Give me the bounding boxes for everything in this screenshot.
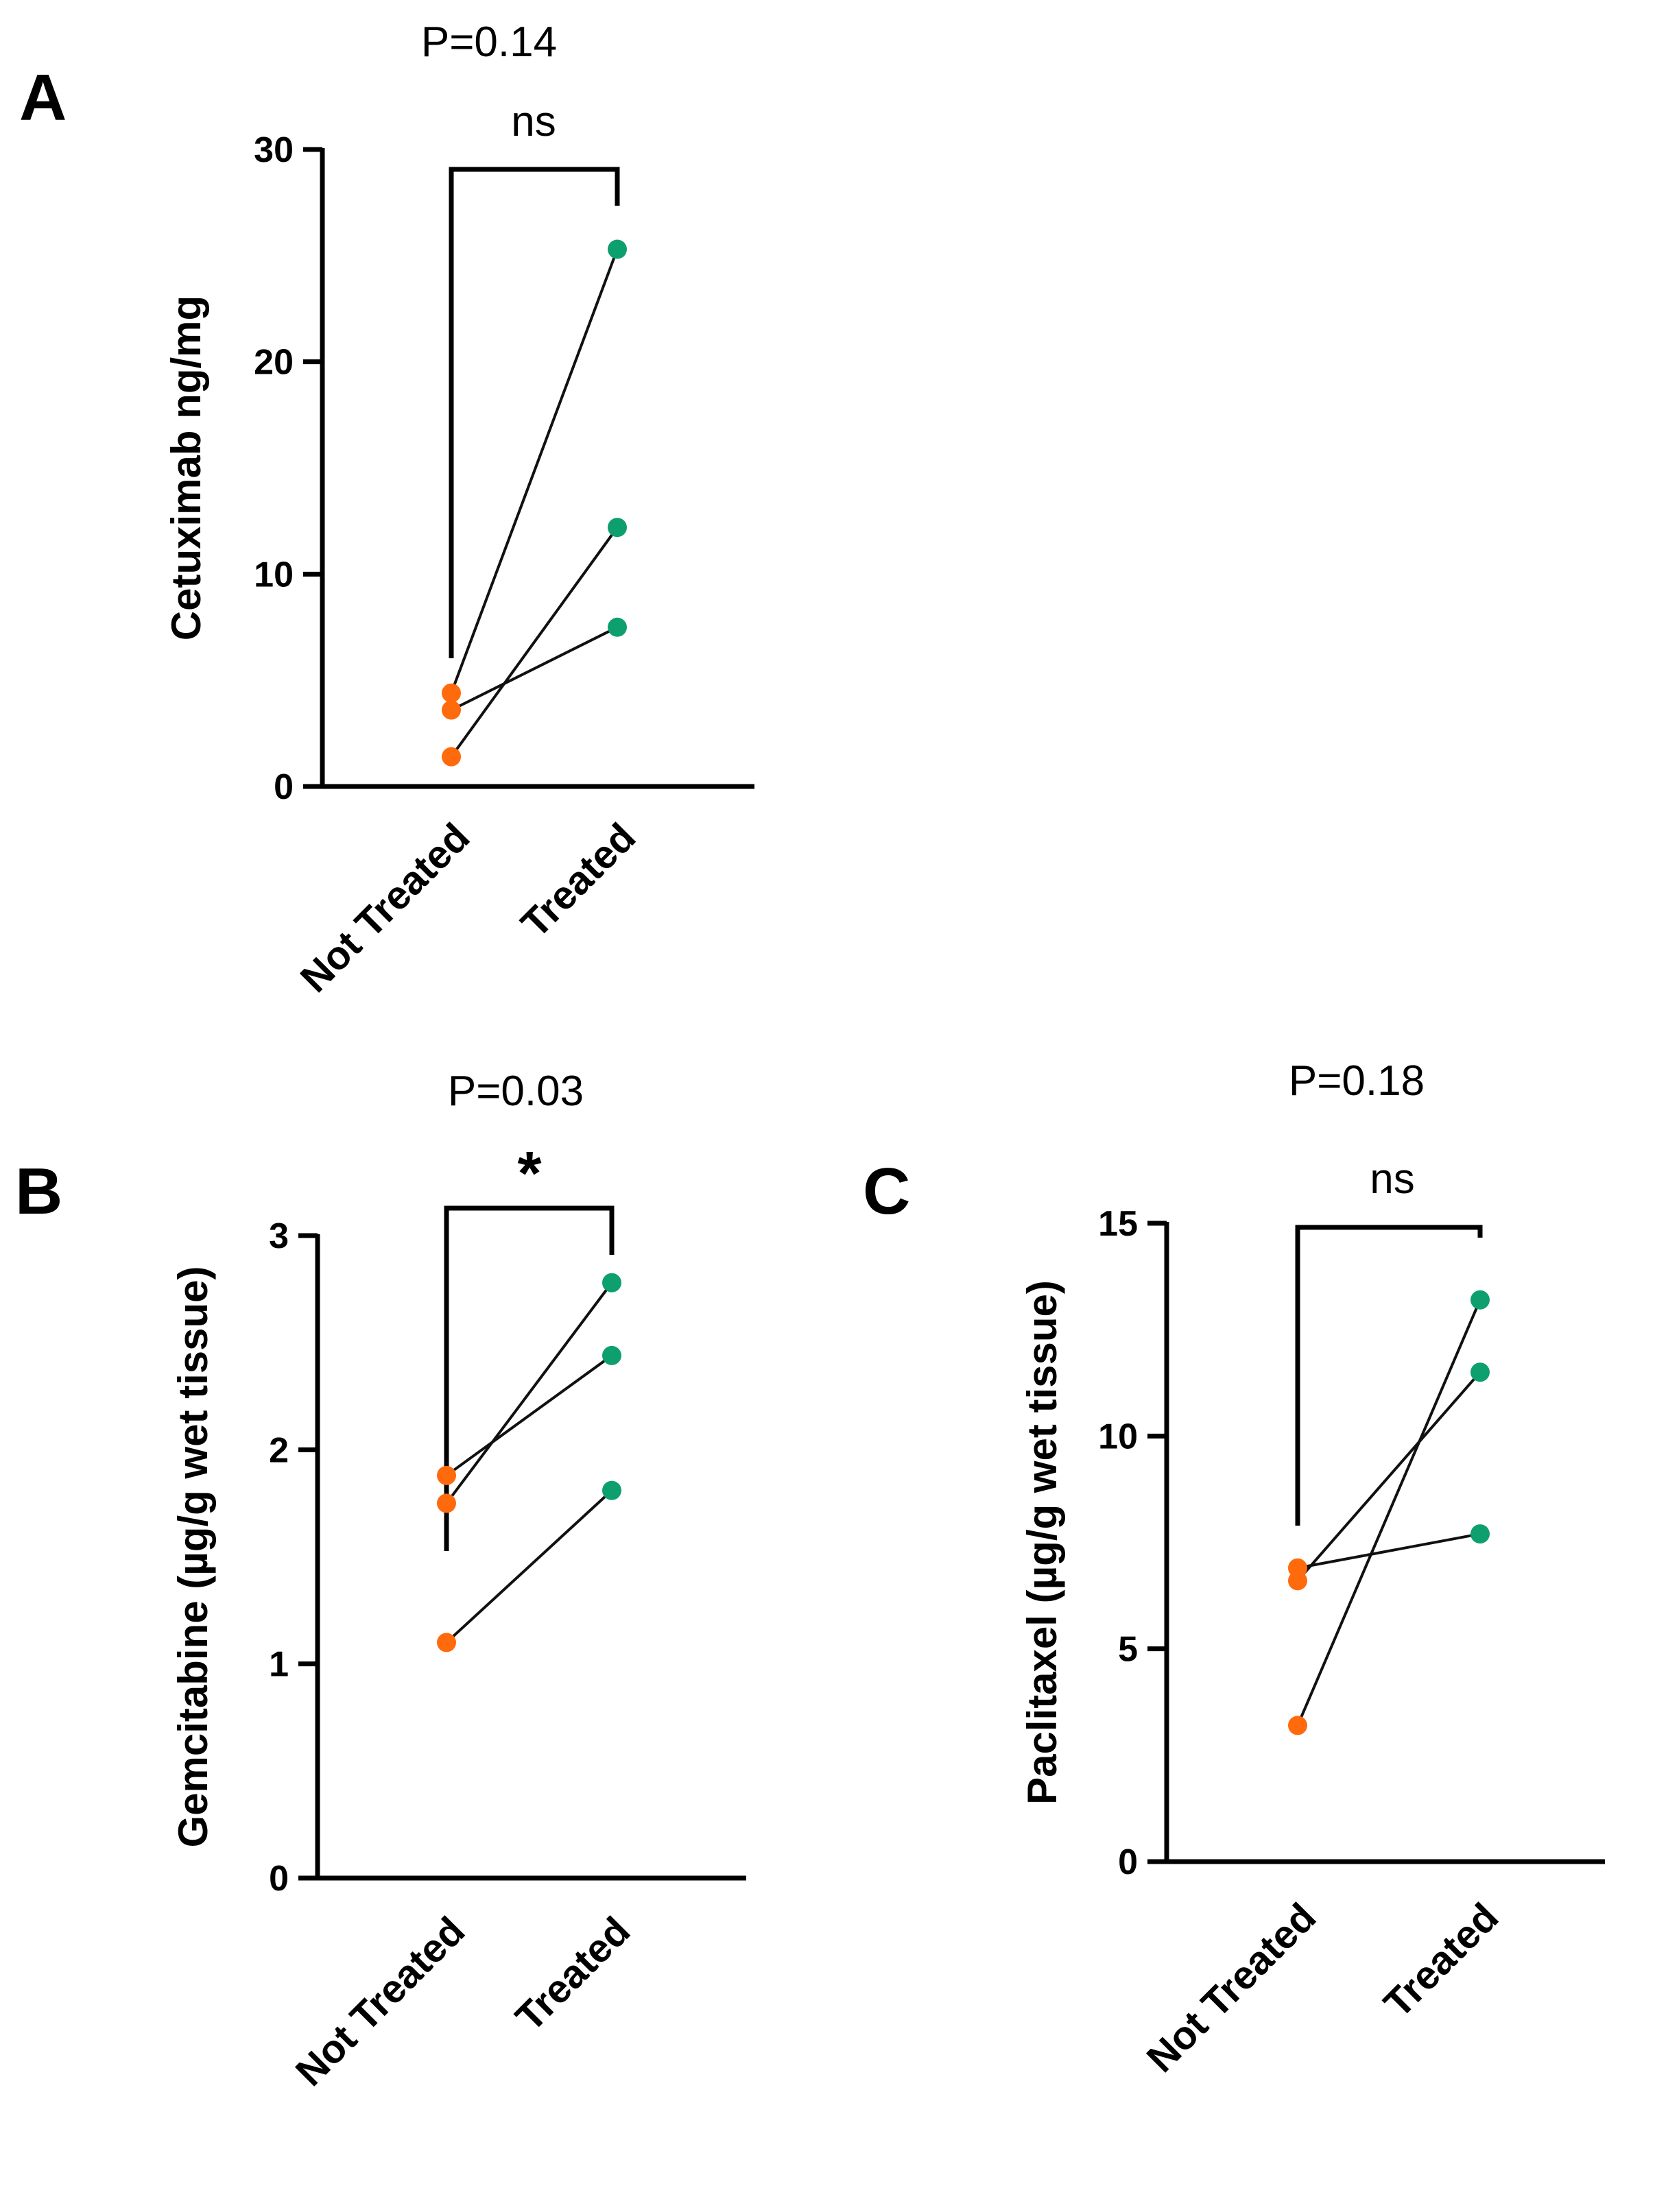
panel-b-point-not-treated [437,1633,456,1652]
panel-b-xlabel-not-treated: Not Treated [287,1908,474,2095]
panel-b-significance-label: * [517,1140,541,1208]
panel-a-significance-bracket [449,167,620,658]
panel-c-pair-line [1296,1371,1481,1582]
panel-c-point-not-treated [1288,1716,1307,1735]
panel-b-pvalue: P=0.03 [448,1068,584,1115]
panel-a-pair-line [450,248,619,694]
panel-c-ytick-label: 0 [1118,1842,1138,1882]
panel-a-letter: A [19,61,67,134]
panel-a-xlabel-treated: Treated [512,815,644,946]
panel-c-xlabel-not-treated: Not Treated [1139,1895,1325,2081]
panel-c-pair-line [1297,1532,1481,1570]
panel-a-ylabel: Cetuximab ng/mg [163,296,209,640]
panel-b-ytick-label: 1 [269,1645,289,1685]
panel-a-significance-label: ns [511,98,556,145]
panel-c-ytick-label: 10 [1098,1417,1138,1456]
panel-b-significance-bracket [444,1205,615,1551]
panel-b-ytick-label: 3 [269,1216,289,1256]
panel-a-point-treated [608,617,627,637]
panel-b-letter: B [15,1155,62,1228]
panel-b-pair-line [445,1489,613,1644]
panel-c-ytick-label: 15 [1098,1204,1138,1244]
panel-c-point-treated [1470,1524,1490,1544]
panel-b-point-not-treated [437,1493,456,1513]
panel-a-ytick-label: 10 [254,555,294,594]
panel-a-point-treated [608,239,627,259]
panel-a-xlabel-not-treated: Not Treated [292,815,479,1001]
panel-c-significance-label: ns [1370,1155,1414,1203]
panel-b-point-treated [602,1480,621,1500]
panel-c-point-treated [1470,1362,1490,1382]
panel-c-point-not-treated [1288,1571,1307,1591]
panel-a-pair-line [450,527,619,758]
panel-a-pair-line [451,625,618,712]
panel-a-point-not-treated [442,700,461,720]
panel-c-pair-line [1296,1299,1481,1727]
panel-c-significance-bracket [1295,1225,1483,1526]
panel-b-point-not-treated [437,1465,456,1485]
panel-b-pair-line [445,1282,613,1504]
panel-c-ytick-label: 5 [1118,1630,1138,1670]
panel-b-ylabel: Gemcitabine (µg/g wet tissue) [170,1266,216,1847]
panel-c-ylabel: Paclitaxel (µg/g wet tissue) [1019,1280,1065,1805]
panel-a-point-not-treated [442,683,461,703]
panel-b-point-treated [602,1273,621,1293]
panel-c-pvalue: P=0.18 [1289,1057,1425,1105]
panel-c-xlabel-treated: Treated [1375,1895,1507,2026]
panel-a-point-not-treated [442,747,461,767]
panel-a-point-treated [608,518,627,538]
panel-a-ytick-label: 30 [254,130,294,170]
panel-b-ytick-label: 0 [269,1859,289,1899]
panel-a-pvalue: P=0.14 [421,19,557,66]
panel-c-letter: C [863,1155,910,1228]
panel-b-ytick-label: 2 [269,1430,289,1470]
panel-c-point-treated [1470,1290,1490,1310]
panel-a-ytick-label: 20 [254,343,294,383]
panel-b-point-treated [602,1345,621,1365]
panel-a-ytick-label: 0 [274,767,294,807]
panel-b-xlabel-treated: Treated [507,1908,639,2040]
panel-b-pair-line [445,1354,613,1477]
